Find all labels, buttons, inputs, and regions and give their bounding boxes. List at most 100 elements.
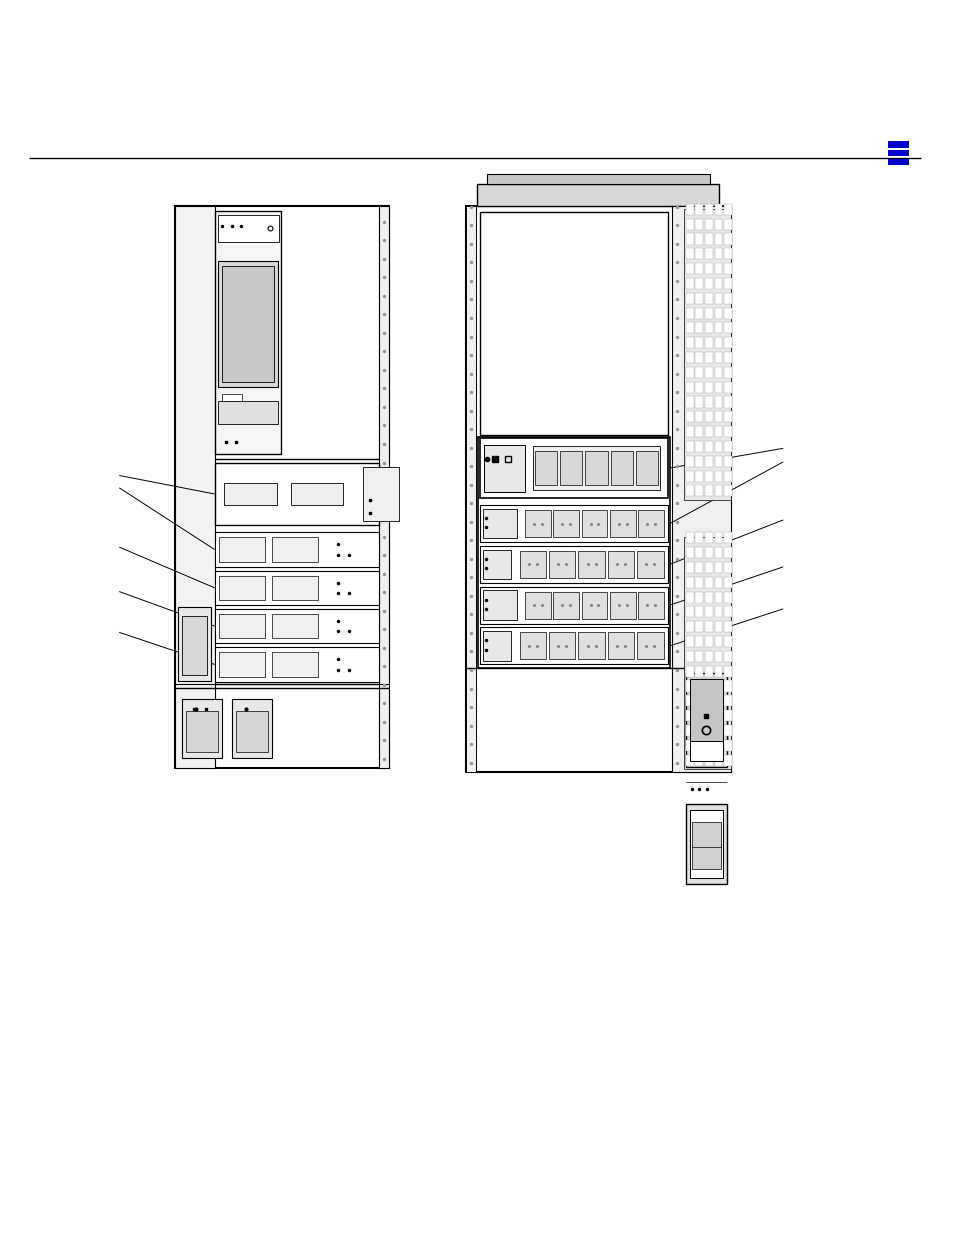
Bar <box>723 204 731 215</box>
Bar <box>685 666 693 677</box>
Bar <box>482 550 511 579</box>
Bar <box>704 441 712 452</box>
Bar <box>723 621 731 632</box>
Bar <box>695 471 702 482</box>
Bar <box>714 308 721 319</box>
Bar <box>695 382 702 393</box>
Bar <box>695 621 702 632</box>
Bar <box>214 463 378 525</box>
Bar <box>479 627 667 664</box>
Bar <box>704 456 712 467</box>
Bar <box>723 352 731 363</box>
Bar <box>685 725 693 736</box>
Bar <box>704 219 712 230</box>
Bar <box>704 426 712 437</box>
Bar <box>714 396 721 408</box>
Bar <box>272 576 317 600</box>
Bar <box>291 483 343 505</box>
Bar <box>695 248 702 259</box>
Bar <box>685 382 693 393</box>
Bar <box>685 278 693 289</box>
Bar <box>178 608 211 682</box>
Bar <box>723 725 731 736</box>
Bar <box>685 673 726 747</box>
Bar <box>704 471 712 482</box>
Bar <box>704 621 712 632</box>
Bar <box>553 592 578 619</box>
Bar <box>723 219 731 230</box>
Bar <box>723 592 731 603</box>
Bar <box>695 592 702 603</box>
Bar <box>695 337 702 348</box>
Bar <box>695 547 702 558</box>
Bar <box>553 510 578 537</box>
Bar <box>548 632 575 659</box>
Bar <box>685 233 693 245</box>
Bar <box>887 159 908 164</box>
Bar <box>232 699 272 758</box>
Bar <box>182 616 207 674</box>
Bar <box>685 740 693 751</box>
Bar <box>217 215 278 242</box>
Bar <box>186 711 218 752</box>
Bar <box>691 845 720 869</box>
Bar <box>723 426 731 437</box>
Bar <box>704 755 712 766</box>
Bar <box>695 426 702 437</box>
Bar <box>704 293 712 304</box>
Bar <box>704 651 712 662</box>
Bar <box>214 571 378 605</box>
Bar <box>695 204 702 215</box>
Bar <box>685 204 693 215</box>
Bar <box>685 396 693 408</box>
Bar <box>723 651 731 662</box>
Bar <box>695 532 702 543</box>
Bar <box>714 606 721 618</box>
Bar <box>685 293 693 304</box>
Bar <box>219 652 265 677</box>
Bar <box>723 456 731 467</box>
Bar <box>378 206 389 768</box>
Bar <box>465 206 476 772</box>
Bar <box>714 755 721 766</box>
Bar <box>714 636 721 647</box>
Bar <box>704 322 712 333</box>
Bar <box>610 451 633 485</box>
Bar <box>174 206 389 768</box>
Bar <box>685 219 693 230</box>
Bar <box>685 263 693 274</box>
Bar <box>695 695 702 706</box>
Bar <box>695 666 702 677</box>
Bar <box>723 577 731 588</box>
Bar <box>704 278 712 289</box>
Bar <box>214 647 378 682</box>
Bar <box>887 151 908 157</box>
Bar <box>482 631 511 661</box>
Bar <box>685 699 726 767</box>
Bar <box>532 446 659 490</box>
Bar <box>704 233 712 245</box>
Bar <box>695 367 702 378</box>
Bar <box>714 278 721 289</box>
Bar <box>695 293 702 304</box>
Bar <box>704 562 712 573</box>
Bar <box>887 142 908 148</box>
Bar <box>714 322 721 333</box>
Bar <box>695 322 702 333</box>
Bar <box>723 532 731 543</box>
Bar <box>704 710 712 721</box>
Bar <box>723 485 731 496</box>
Bar <box>610 510 635 537</box>
Bar <box>704 532 712 543</box>
Bar <box>714 740 721 751</box>
Bar <box>723 562 731 573</box>
Bar <box>219 537 265 562</box>
Bar <box>685 456 693 467</box>
Bar <box>695 636 702 647</box>
Bar <box>685 248 693 259</box>
Bar <box>362 467 398 521</box>
Bar <box>723 547 731 558</box>
Bar <box>704 577 712 588</box>
Bar <box>714 471 721 482</box>
Bar <box>685 804 726 884</box>
